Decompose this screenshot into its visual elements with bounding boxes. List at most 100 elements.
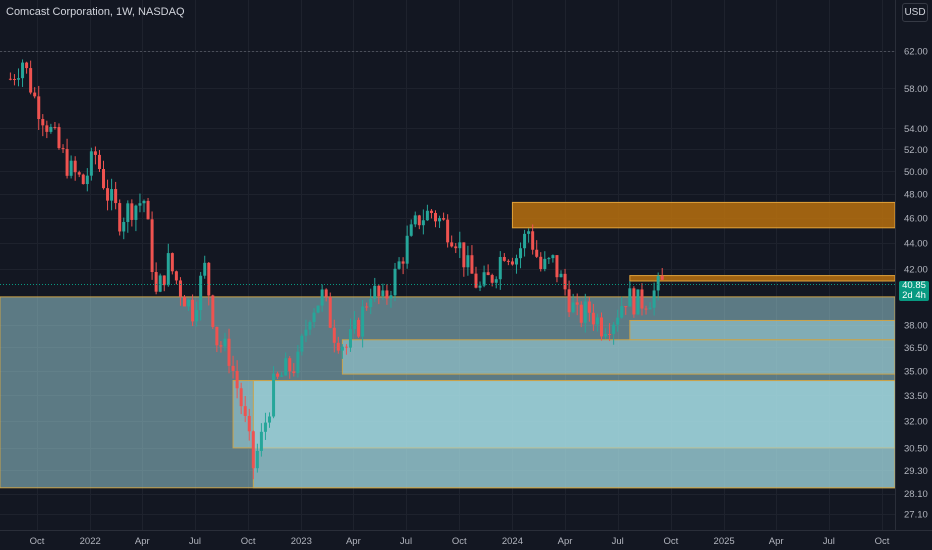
price-tick-label: 46.00 xyxy=(904,213,928,224)
candle-body xyxy=(154,272,158,292)
candle-body xyxy=(498,256,502,280)
candle-body xyxy=(571,302,575,313)
candle-body xyxy=(16,78,20,80)
candle-body xyxy=(134,205,138,220)
candle-body xyxy=(506,260,510,262)
candle-body xyxy=(425,210,429,221)
price-tick-label: 62.00 xyxy=(904,47,928,58)
time-tick-label: 2024 xyxy=(502,536,523,547)
candle-body xyxy=(239,388,243,407)
time-tick-label: Jul xyxy=(612,536,624,547)
price-tick-label: 44.00 xyxy=(904,238,928,249)
candle-body xyxy=(272,373,276,417)
candle-body xyxy=(187,299,191,307)
candle-body xyxy=(502,256,506,261)
candle-body xyxy=(454,246,458,249)
price-axis[interactable]: 62.00 58.00 54.00 52.00 50.00 48.00 46.00 44.00… xyxy=(904,47,928,521)
candle-body xyxy=(77,172,81,175)
candle-body xyxy=(429,210,433,213)
candle-body xyxy=(433,212,437,222)
price-tick-label: 48.00 xyxy=(904,190,928,201)
candle-body xyxy=(25,62,29,69)
candle-body xyxy=(280,375,284,377)
candle-body xyxy=(486,272,490,276)
candle-body xyxy=(166,253,170,286)
support-zone xyxy=(629,319,896,341)
candle-body xyxy=(223,338,227,347)
candle-body xyxy=(644,308,648,310)
time-tick-label: Oct xyxy=(664,536,679,547)
candle-body xyxy=(470,255,474,274)
candle-body xyxy=(146,200,150,220)
candle-body xyxy=(365,306,369,308)
candle-body xyxy=(369,298,373,308)
candle-body xyxy=(519,248,523,259)
candle-body xyxy=(652,290,656,308)
candle-body xyxy=(251,431,255,469)
candle-body xyxy=(243,406,247,416)
candle-body xyxy=(300,335,304,352)
candle-body xyxy=(632,288,636,315)
candle-body xyxy=(579,304,583,323)
candle-body xyxy=(130,203,134,220)
currency-button[interactable]: USD xyxy=(902,3,928,22)
symbol-title[interactable]: Comcast Corporation, 1W, NASDAQ xyxy=(6,6,185,18)
candle-body xyxy=(604,334,608,337)
candle-body xyxy=(450,242,454,247)
candle-body xyxy=(284,358,288,376)
candle-body xyxy=(357,319,361,337)
candle-body xyxy=(170,253,174,272)
candle-body xyxy=(612,324,616,335)
resistance-zone xyxy=(511,201,896,229)
candle-body xyxy=(462,242,466,268)
candle-body xyxy=(353,319,357,330)
candle-body xyxy=(547,258,551,260)
price-tick-label: 29.30 xyxy=(904,466,928,477)
zones xyxy=(0,201,896,489)
candle-body xyxy=(381,290,385,297)
candle-body xyxy=(421,220,425,226)
candle-body xyxy=(308,322,312,330)
candle-body xyxy=(21,62,25,79)
candle-body xyxy=(231,365,235,371)
candle-body xyxy=(458,242,462,249)
price-tick-label: 50.00 xyxy=(904,167,928,178)
candle-body xyxy=(555,255,559,278)
candle-body xyxy=(33,92,37,97)
candle-body xyxy=(178,280,182,297)
candle-body xyxy=(8,78,12,80)
candle-body xyxy=(587,301,591,313)
candle-body xyxy=(312,312,316,323)
candle-body xyxy=(608,334,612,336)
time-tick-label: Oct xyxy=(241,536,256,547)
candle-body xyxy=(259,431,263,451)
candle-body xyxy=(417,215,421,226)
support-zone xyxy=(252,380,896,489)
candle-body xyxy=(288,358,292,372)
candle-body xyxy=(219,345,223,347)
candle-body xyxy=(567,289,571,313)
candle-body xyxy=(401,261,405,264)
candle-body xyxy=(296,351,300,374)
candle-body xyxy=(559,273,563,278)
last-price-value: 40.85 xyxy=(902,280,926,291)
candle-body xyxy=(247,415,251,432)
candle-body xyxy=(61,148,65,150)
candle-body xyxy=(591,312,595,325)
candle-body xyxy=(583,301,587,323)
candle-body xyxy=(118,203,122,232)
resistance-zone xyxy=(629,275,896,282)
candle-body xyxy=(332,327,336,343)
time-axis[interactable]: Oct 2022 Apr Jul Oct 2023 Apr Jul Oct 2024 Apr Jul O… xyxy=(30,536,890,547)
candle-body xyxy=(482,272,486,286)
price-tick-label: 58.00 xyxy=(904,84,928,95)
candle-body xyxy=(531,231,535,250)
candle-body xyxy=(539,256,543,269)
candle-body xyxy=(620,306,624,318)
candle-body xyxy=(628,288,632,307)
candle-body xyxy=(158,275,162,292)
candle-body xyxy=(227,338,231,366)
candle-body xyxy=(182,296,186,307)
